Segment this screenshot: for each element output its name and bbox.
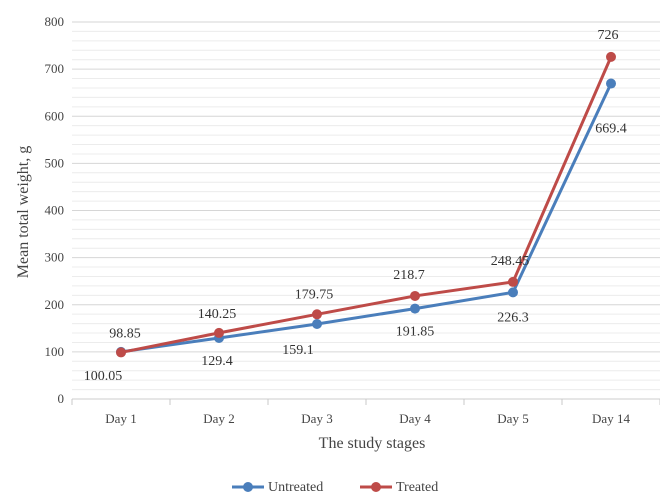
legend-label: Untreated	[268, 480, 323, 495]
gridlines	[72, 21, 660, 400]
data-point-treated	[116, 347, 126, 358]
x-axis-title: The study stages	[319, 435, 426, 452]
data-label-untreated: 669.4	[595, 122, 627, 137]
y-tick-label: 600	[45, 108, 65, 123]
y-axis-ticks: 0 100 200 300 400 500 600 700 800	[45, 14, 65, 406]
x-axis-ticks: Day 1 Day 2 Day 3 Day 4 Day 5 Day 14	[71, 399, 660, 426]
x-tick-label: Day 14	[592, 411, 630, 426]
series-line-treated	[119, 55, 613, 354]
x-tick-label: Day 1	[105, 411, 136, 426]
y-tick-label: 500	[45, 155, 65, 170]
legend-swatch-marker	[243, 482, 253, 492]
y-tick-label: 300	[45, 250, 65, 265]
legend-label: Treated	[396, 480, 438, 495]
y-tick-label: 0	[58, 391, 65, 406]
legend: Untreated Treated	[232, 480, 438, 495]
x-tick-label: Day 5	[497, 411, 528, 426]
series-line-untreated	[119, 82, 613, 354]
legend-swatch-marker	[371, 482, 381, 492]
data-point-untreated	[508, 287, 518, 298]
y-tick-label: 700	[45, 61, 65, 76]
data-point-treated	[214, 327, 224, 338]
y-tick-label: 100	[45, 344, 65, 359]
x-tick-label: Day 4	[399, 411, 431, 426]
data-point-treated	[508, 276, 518, 287]
x-tick-label: Day 2	[203, 411, 234, 426]
data-label-treated: 248.45	[491, 254, 530, 269]
y-axis-title: Mean total weight, g	[15, 146, 32, 278]
data-point-untreated	[312, 319, 322, 330]
x-tick-label: Day 3	[301, 411, 332, 426]
data-point-treated	[606, 51, 616, 62]
data-label-treated: 98.85	[109, 326, 141, 341]
data-point-untreated	[410, 303, 420, 314]
data-label-treated: 140.25	[198, 307, 237, 322]
data-label-treated: 726	[598, 28, 619, 43]
data-point-treated	[312, 309, 322, 320]
series-layer	[116, 51, 616, 358]
data-point-treated	[410, 290, 420, 301]
data-label-untreated: 159.1	[282, 343, 314, 358]
data-label-untreated: 129.4	[201, 354, 233, 369]
data-point-untreated	[606, 78, 616, 89]
data-label-untreated: 226.3	[497, 310, 529, 325]
data-label-untreated: 191.85	[396, 325, 435, 340]
data-labels: 100.05 129.4 159.1 191.85 226.3 669.4 98.85 140…	[84, 28, 627, 384]
data-label-treated: 218.7	[393, 268, 425, 283]
y-tick-label: 800	[45, 14, 65, 29]
data-label-treated: 179.75	[295, 287, 334, 302]
y-tick-label: 200	[45, 297, 65, 312]
data-label-untreated: 100.05	[84, 369, 123, 384]
y-tick-label: 400	[45, 203, 65, 218]
